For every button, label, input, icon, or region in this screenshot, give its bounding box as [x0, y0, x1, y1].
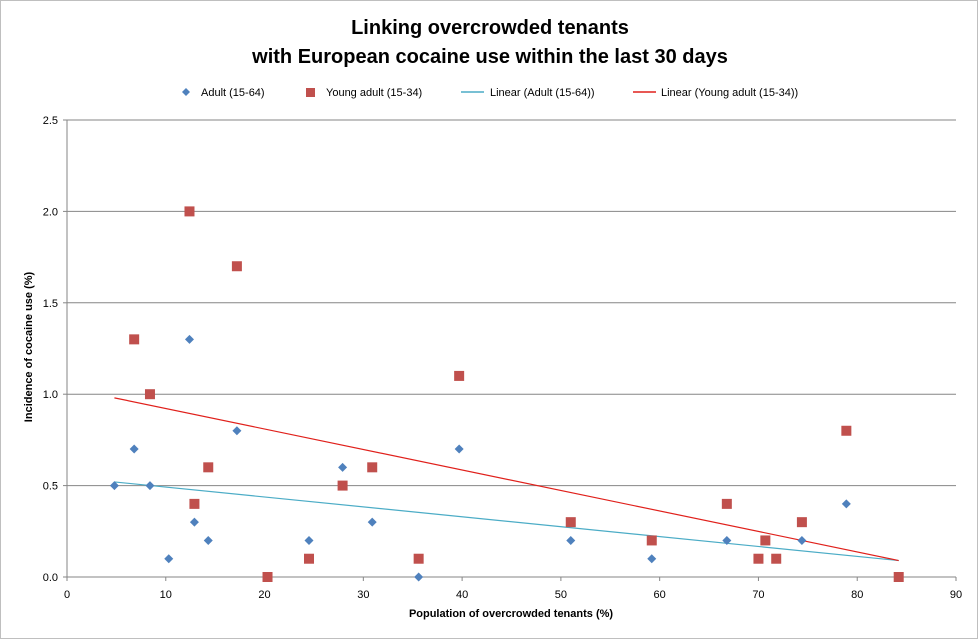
data-point-young-adult — [760, 535, 771, 546]
data-point-young-adult — [893, 572, 904, 582]
trendline — [114, 397, 899, 562]
x-tick-label: 60 — [654, 589, 666, 601]
y-tick-label: 0.0 — [43, 572, 58, 584]
data-point-adult — [109, 481, 119, 491]
data-point-adult — [184, 334, 194, 344]
data-point-young-adult — [771, 553, 782, 564]
y-tick-label: 1.0 — [43, 389, 58, 401]
data-point-young-adult — [304, 553, 315, 564]
data-point-adult — [566, 535, 576, 545]
chart-title-line-2: with European cocaine use within the las… — [251, 46, 728, 68]
data-point-young-adult — [841, 425, 852, 436]
x-axis-title: Population of overcrowded tenants (%) — [409, 608, 613, 620]
data-points — [109, 206, 904, 582]
legend-marker-adult — [182, 88, 190, 96]
data-point-young-adult — [262, 572, 273, 582]
data-point-young-adult — [796, 517, 807, 528]
data-point-adult — [232, 426, 242, 436]
data-point-young-adult — [203, 462, 214, 473]
y-tick-label: 2.0 — [43, 206, 58, 218]
data-point-young-adult — [454, 370, 465, 381]
data-point-adult — [414, 572, 424, 582]
y-tick-label: 0.5 — [43, 481, 58, 493]
legend-label-linear-young-adult: Linear (Young adult (15-34)) — [661, 87, 798, 99]
x-tick-label: 30 — [357, 589, 369, 601]
x-tick-label: 70 — [752, 589, 764, 601]
data-point-young-adult — [129, 334, 140, 345]
data-point-young-adult — [367, 462, 378, 473]
x-tick-label: 80 — [851, 589, 863, 601]
data-point-adult — [841, 499, 851, 509]
data-point-adult — [722, 535, 732, 545]
x-tick-label: 0 — [64, 589, 70, 601]
data-point-young-adult — [753, 553, 764, 564]
data-point-adult — [203, 535, 213, 545]
data-point-adult — [367, 517, 377, 527]
data-point-young-adult — [646, 535, 657, 546]
data-point-young-adult — [721, 498, 732, 509]
chart-title-line-1: Linking overcrowded tenants — [351, 17, 629, 39]
gridlines — [67, 119, 956, 487]
legend-label-adult: Adult (15-64) — [201, 87, 265, 99]
data-point-young-adult — [337, 480, 348, 491]
x-tick-label: 20 — [258, 589, 270, 601]
legend-marker-young-adult — [306, 88, 315, 97]
x-tick-label: 50 — [555, 589, 567, 601]
data-point-adult — [338, 462, 348, 472]
data-point-young-adult — [413, 553, 424, 564]
legend-label-linear-adult: Linear (Adult (15-64)) — [490, 87, 595, 99]
trendline — [114, 481, 899, 562]
data-point-young-adult — [189, 498, 200, 509]
data-point-adult — [189, 517, 199, 527]
data-point-adult — [304, 535, 314, 545]
trendlines — [114, 397, 899, 562]
y-axis-title: Incidence of cocaine use (%) — [23, 271, 35, 422]
data-point-adult — [647, 554, 657, 564]
data-point-young-adult — [184, 206, 195, 217]
data-point-adult — [797, 535, 807, 545]
x-tick-label: 40 — [456, 589, 468, 601]
legend: Adult (15-64) Young adult (15-34) Linear… — [182, 87, 798, 99]
data-point-young-adult — [231, 261, 242, 272]
data-point-young-adult — [144, 389, 155, 400]
x-tick-label: 10 — [160, 589, 172, 601]
data-point-adult — [164, 554, 174, 564]
data-point-adult — [454, 444, 464, 454]
y-tick-label: 1.5 — [43, 298, 58, 310]
y-tick-label: 2.5 — [43, 115, 58, 127]
legend-label-young-adult: Young adult (15-34) — [326, 87, 422, 99]
x-tick-label: 90 — [950, 589, 962, 601]
data-point-young-adult — [565, 517, 576, 528]
data-point-adult — [145, 481, 155, 491]
data-point-adult — [129, 444, 139, 454]
axes: 0.0 0.5 1.0 1.5 2.0 2.5 0 10 20 30 40 50 60 70 80 90 — [43, 115, 962, 601]
